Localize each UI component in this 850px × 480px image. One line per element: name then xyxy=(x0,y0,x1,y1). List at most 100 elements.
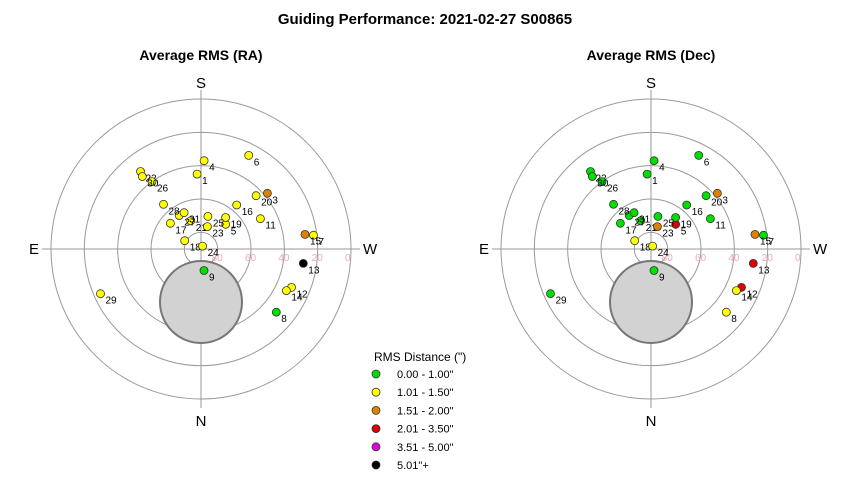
point-label-30: 30 xyxy=(147,179,159,190)
cardinal-label-w: W xyxy=(363,241,378,258)
data-point-28 xyxy=(159,199,168,209)
point-label-17: 17 xyxy=(625,225,637,236)
point-label-18: 18 xyxy=(640,243,652,254)
point-label-15: 15 xyxy=(310,236,322,247)
ring-label: 0 xyxy=(345,253,351,264)
legend-label: 1.01 - 1.50" xyxy=(397,387,454,399)
point-label-12: 12 xyxy=(297,289,309,300)
legend: RMS Distance (") 0.00 - 1.00" 1.01 - 1.50"… xyxy=(371,350,466,472)
data-point-24 xyxy=(648,241,657,251)
point-label-1: 1 xyxy=(202,176,208,187)
data-point-4 xyxy=(199,156,209,166)
data-point-21 xyxy=(186,216,196,226)
data-point-21 xyxy=(636,216,646,226)
point-label-20: 20 xyxy=(261,198,273,209)
data-point-1 xyxy=(192,169,202,179)
point-label-9: 9 xyxy=(659,273,665,284)
point-label-25: 25 xyxy=(213,218,225,229)
data-point-14 xyxy=(732,286,741,296)
point-label-5: 5 xyxy=(681,226,687,237)
point-label-14: 14 xyxy=(741,293,753,304)
data-point-11 xyxy=(255,214,265,224)
legend-swatch xyxy=(371,405,381,415)
legend-label: 5.01"+ xyxy=(397,460,429,472)
data-point-18 xyxy=(630,236,640,246)
point-label-6: 6 xyxy=(254,157,260,168)
data-point-30 xyxy=(587,172,597,181)
point-label-8: 8 xyxy=(731,314,737,325)
cardinal-label-s: S xyxy=(646,75,656,92)
ring-label: 20 xyxy=(312,253,324,264)
data-point-30 xyxy=(137,172,147,181)
point-label-13: 13 xyxy=(308,265,320,276)
point-label-7: 7 xyxy=(769,237,775,248)
panel-title: Average RMS (Dec) xyxy=(587,47,716,63)
ring-label: 60 xyxy=(245,253,257,264)
legend-label: 2.01 - 3.50" xyxy=(397,424,454,436)
data-point-3 xyxy=(713,188,722,198)
data-point-25 xyxy=(653,211,663,221)
legend-label: 1.51 - 2.00" xyxy=(397,405,454,417)
data-point-19 xyxy=(671,213,680,222)
cardinal-label-e: E xyxy=(479,241,489,258)
point-label-21: 21 xyxy=(646,223,658,234)
point-label-24: 24 xyxy=(208,248,220,259)
point-label-6: 6 xyxy=(704,157,710,168)
point-label-8: 8 xyxy=(281,314,287,325)
data-point-20 xyxy=(251,191,261,201)
ring-label: 80 xyxy=(212,253,224,264)
point-label-31: 31 xyxy=(189,215,201,226)
point-label-20: 20 xyxy=(711,198,723,209)
point-label-17: 17 xyxy=(175,225,187,236)
point-label-23: 23 xyxy=(662,229,674,240)
data-point-13 xyxy=(748,258,758,268)
data-point-23 xyxy=(653,222,662,232)
point-label-24: 24 xyxy=(658,248,670,259)
legend-label: 3.51 - 5.00" xyxy=(397,442,454,454)
ring-label: 40 xyxy=(278,253,290,264)
cardinal-label-n: N xyxy=(196,413,207,430)
point-label-21: 21 xyxy=(196,223,208,234)
data-point-6 xyxy=(244,150,254,160)
point-label-15: 15 xyxy=(760,236,772,247)
data-point-9 xyxy=(649,266,659,275)
point-label-16: 16 xyxy=(692,207,704,218)
point-label-27: 27 xyxy=(634,218,646,229)
point-label-28: 28 xyxy=(619,206,631,217)
data-point-14 xyxy=(281,286,291,296)
data-point-8 xyxy=(271,307,281,317)
legend-title: RMS Distance (") xyxy=(374,350,466,364)
data-point-31 xyxy=(179,208,189,218)
data-point-4 xyxy=(649,156,659,166)
data-point-23 xyxy=(202,222,212,232)
legend-swatch xyxy=(371,460,381,470)
data-point-25 xyxy=(203,211,213,221)
legend-label: 0.00 - 1.00" xyxy=(397,369,454,381)
data-point-15 xyxy=(300,229,310,239)
point-label-14: 14 xyxy=(291,293,303,304)
point-label-28: 28 xyxy=(169,206,181,217)
data-point-26 xyxy=(597,177,607,187)
point-label-18: 18 xyxy=(190,243,202,254)
data-point-24 xyxy=(198,241,208,251)
legend-swatch xyxy=(371,387,381,397)
legend-swatch xyxy=(371,442,381,452)
point-label-25: 25 xyxy=(663,218,675,229)
data-point-16 xyxy=(232,200,242,210)
data-point-16 xyxy=(682,200,692,210)
ring-label: 0 xyxy=(795,253,801,264)
point-label-19: 19 xyxy=(681,220,693,231)
data-point-17 xyxy=(616,218,625,228)
point-label-1: 1 xyxy=(652,176,658,187)
data-point-31 xyxy=(629,208,639,218)
main-title: Guiding Performance: 2021-02-27 S00865 xyxy=(278,11,572,28)
data-point-28 xyxy=(609,199,618,209)
data-point-1 xyxy=(642,169,652,179)
data-point-18 xyxy=(180,236,190,246)
point-label-19: 19 xyxy=(231,220,243,231)
cardinal-label-s: S xyxy=(196,75,206,92)
data-point-26 xyxy=(147,177,157,187)
cardinal-label-n: N xyxy=(646,413,657,430)
